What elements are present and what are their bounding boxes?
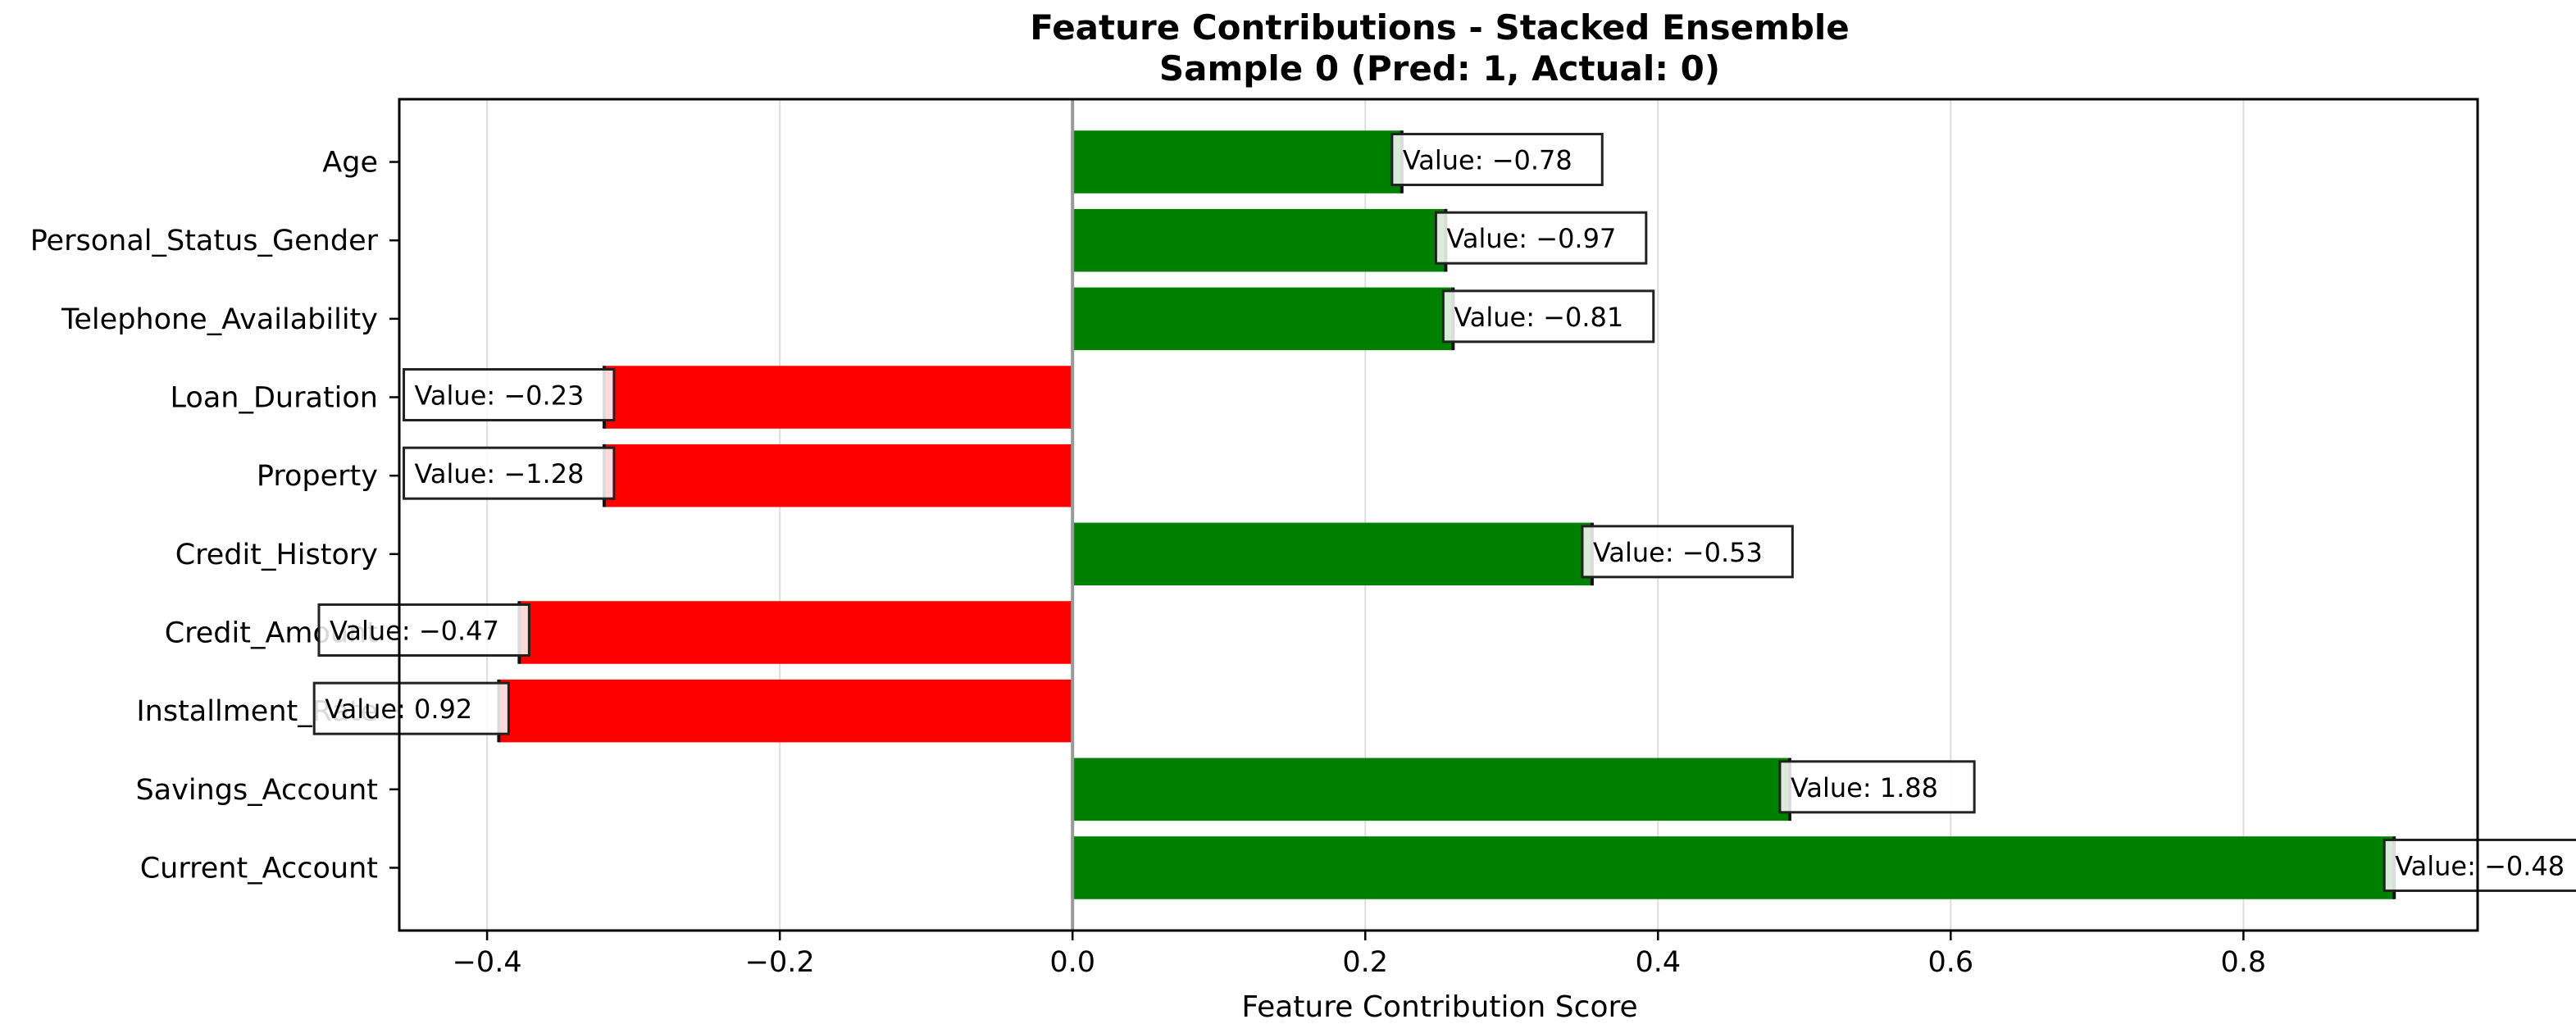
annotation-box — [312, 681, 510, 735]
plot-frame — [398, 98, 2479, 932]
annotation-box — [1434, 211, 1648, 265]
y-tick-label: Savings_Account — [135, 774, 378, 807]
annotation-text: Value: −0.47 — [330, 615, 499, 646]
annotation-box — [2383, 838, 2576, 892]
value-annotation: Value: −0.78 — [1390, 133, 1604, 187]
annotation-box — [1581, 525, 1794, 579]
annotation-box — [403, 368, 616, 422]
y-tick-label: Personal_Status_Gender — [30, 225, 379, 257]
value-annotation: Value: −1.28 — [403, 446, 616, 500]
value-annotations: Value: −0.78 Value: −0.97 Value: −0.81 Valu… — [312, 133, 2576, 892]
value-annotation: Value: −0.97 — [1434, 211, 1648, 265]
bar — [603, 444, 1073, 507]
annotation-text: Value: 1.88 — [1791, 772, 1938, 803]
annotation-text: Value: −1.28 — [415, 458, 585, 489]
annotation-box — [1390, 133, 1604, 187]
value-annotation: Value: −0.23 — [403, 368, 616, 422]
bar — [498, 679, 1073, 743]
bar — [1072, 836, 2395, 899]
bar — [519, 601, 1073, 664]
annotation-text: Value: −0.48 — [2395, 850, 2565, 881]
value-annotation: Value: −0.53 — [1581, 525, 1794, 579]
y-tick-label: Telephone_Availability — [61, 303, 378, 336]
y-tick-label: Current_Account — [140, 852, 378, 885]
y-tick-label: Age — [322, 147, 378, 180]
annotation-text: Value: −0.53 — [1593, 537, 1763, 568]
x-axis-label: Feature Contribution Score — [1241, 990, 1637, 1024]
value-annotation: Value: 0.92 — [312, 681, 510, 735]
annotation-box — [317, 603, 530, 657]
annotation-box — [1778, 760, 1976, 814]
bar — [1072, 758, 1790, 821]
annotation-box — [1441, 289, 1655, 344]
x-tick-label: 0.8 — [2221, 946, 2267, 979]
x-tick-label: 0.2 — [1342, 946, 1388, 979]
bar — [1072, 287, 1454, 351]
y-tick-label: Loan_Duration — [171, 382, 378, 415]
value-annotation: Value: −0.47 — [317, 603, 530, 657]
chart-title: Feature Contributions - Stacked Ensemble — [1030, 7, 1850, 48]
y-axis: Age Personal_Status_Gender Telephone_Avail… — [30, 147, 399, 885]
x-tick-label: −0.4 — [453, 946, 522, 979]
annotation-text: Value: −0.97 — [1446, 223, 1616, 254]
bar — [1072, 208, 1446, 272]
bar — [1072, 522, 1592, 586]
annotation-box — [403, 446, 616, 500]
bar — [1072, 130, 1402, 193]
x-tick-label: 0.6 — [1927, 946, 1973, 979]
value-annotation: Value: 1.88 — [1778, 760, 1976, 814]
x-tick-label: 0.4 — [1635, 946, 1681, 979]
x-tick-label: 0.0 — [1049, 946, 1095, 979]
value-annotation: Value: −0.48 — [2383, 838, 2576, 892]
chart-subtitle: Sample 0 (Pred: 1, Actual: 0) — [1159, 48, 1720, 89]
annotation-text: Value: −0.78 — [1403, 145, 1572, 176]
annotation-text: Value: −0.23 — [415, 380, 585, 412]
bar — [603, 366, 1073, 429]
bars — [497, 130, 2396, 899]
x-axis: −0.4 −0.2 0.0 0.2 0.4 0.6 0.8 — [453, 931, 2267, 979]
annotation-text: Value: −0.81 — [1454, 302, 1623, 333]
y-tick-label: Credit_History — [175, 539, 378, 571]
value-annotation: Value: −0.81 — [1441, 289, 1655, 344]
x-tick-label: −0.2 — [745, 946, 815, 979]
y-tick-label: Property — [257, 460, 378, 493]
